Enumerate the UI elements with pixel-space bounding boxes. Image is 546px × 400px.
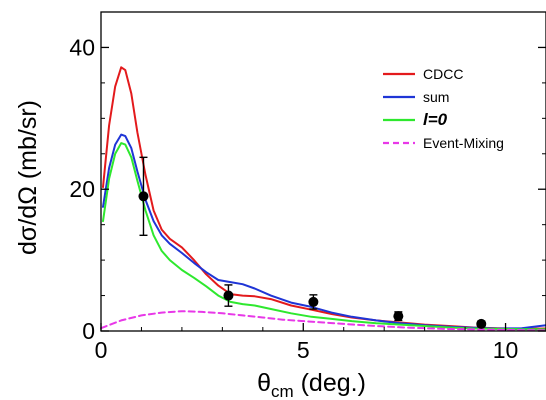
x-tick-label: 0 [95,337,108,363]
data-point [223,290,234,301]
legend-label: l=0 [423,110,448,129]
y-axis-label: dσ/dΩ (mb/sr) [14,100,42,255]
y-tick-label: 40 [69,34,95,60]
series-line-cdcc [102,66,546,330]
plot-frame [100,11,546,332]
ticks-layer: 0 5 10 0 20 40 [69,34,546,363]
series-line-event-mixing [100,310,546,332]
legend-label: Event-Mixing [423,135,504,151]
x-axis-label-main: θ [257,369,271,397]
legend-label: sum [423,89,449,105]
x-axis-label-rest: (deg.) [294,369,366,397]
data-point [138,191,149,202]
series-line-sum [102,133,546,330]
y-tick-label: 0 [82,318,95,344]
series-line-l-0 [102,142,546,331]
series-layer [100,66,546,332]
legend-label: CDCC [423,66,463,82]
x-axis-label: θcm (deg.) [257,369,366,400]
y-tick-label: 20 [69,176,95,202]
x-tick-label: 10 [493,337,519,363]
x-tick-label: 5 [297,337,310,363]
data-point [393,311,404,322]
data-point [308,296,319,307]
data-point [476,318,487,329]
legend: CDCC sum l=0 Event-Mixing [383,66,504,151]
data-points-layer [138,156,487,329]
x-axis-label-subscript: cm [271,382,294,400]
